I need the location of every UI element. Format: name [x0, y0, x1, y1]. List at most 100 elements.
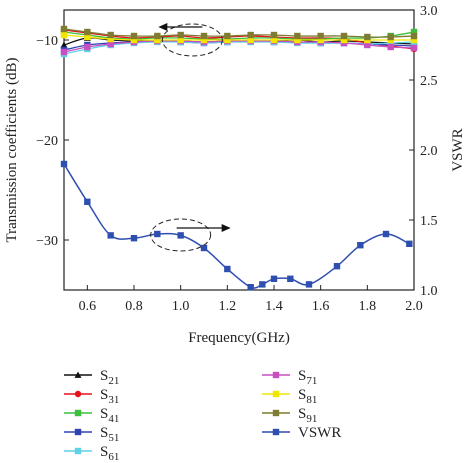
- data-point-s81: [340, 36, 348, 44]
- data-point-vswr: [357, 242, 364, 249]
- y-right-tick-label: 2.0: [420, 144, 438, 159]
- data-point-vswr: [305, 281, 313, 288]
- data-point-vswr: [287, 275, 294, 282]
- y-left-axis-title: Transmission coefficients (dB): [4, 58, 20, 243]
- data-point-vswr: [247, 284, 254, 291]
- series-line-s41: [63, 31, 415, 40]
- annotation-left-axis: [158, 23, 223, 57]
- x-tick-label: 1.4: [265, 299, 283, 314]
- y-right-tick-label: 1.5: [420, 214, 438, 229]
- y-left-tick-label: −10: [36, 34, 58, 49]
- data-point-s71: [387, 43, 394, 51]
- data-point-s81: [200, 36, 208, 44]
- legend-marker: [74, 428, 82, 436]
- legend-item-s61: S61: [64, 444, 119, 463]
- data-point-vswr: [406, 240, 413, 247]
- data-point-vswr: [382, 230, 390, 238]
- data-point-s91: [177, 31, 184, 39]
- arrow-head-left: [158, 23, 168, 31]
- legend-label: S61: [100, 444, 119, 463]
- data-point-vswr: [154, 230, 161, 238]
- x-tick-label: 0.8: [125, 299, 143, 314]
- data-point-vswr: [200, 244, 208, 252]
- data-point-vswr: [84, 198, 91, 205]
- series-line-s71: [63, 40, 415, 53]
- legend-item-s91: S91: [262, 406, 317, 425]
- data-point-s91: [130, 32, 138, 40]
- legend-label: S51: [100, 425, 119, 444]
- legend-marker: [74, 371, 82, 378]
- x-tick-label: 1.8: [359, 299, 377, 314]
- data-point-s81: [224, 36, 231, 44]
- y-right-tick-label: 3.0: [420, 4, 438, 19]
- legend-marker: [74, 390, 82, 398]
- legend-item-s41: S41: [64, 406, 119, 425]
- series-line-s81: [63, 34, 414, 41]
- data-point-s81: [317, 36, 324, 44]
- x-tick-label: 1.2: [219, 299, 237, 314]
- data-point-s91: [200, 32, 208, 40]
- legend-label: S91: [298, 406, 317, 425]
- data-point-vswr: [259, 281, 266, 288]
- y-right-tick-label: 2.5: [420, 74, 438, 89]
- x-tick-label: 1.0: [172, 299, 190, 314]
- legend-item-vswr: VSWR: [262, 425, 341, 441]
- annotation-right-axis: [150, 218, 231, 252]
- series-line-s91: [63, 28, 415, 38]
- legend-label: S71: [298, 368, 317, 387]
- data-point-s91: [387, 33, 394, 41]
- data-point-s91: [364, 33, 371, 41]
- legend-item-s71: S71: [262, 368, 317, 387]
- data-point-s91: [154, 32, 161, 40]
- data-point-s81: [60, 31, 68, 39]
- data-point-s71: [410, 44, 418, 52]
- data-point-s21: [60, 41, 68, 48]
- legend-marker: [272, 409, 280, 417]
- series-vswr: [60, 160, 413, 291]
- data-point-s71: [60, 48, 68, 56]
- legend-label: S21: [100, 368, 119, 387]
- y-left-tick-label: −20: [36, 134, 58, 149]
- annotation-ellipse: [150, 218, 212, 252]
- legend-marker: [272, 371, 280, 379]
- x-axis-title: Frequency(GHz): [188, 330, 290, 346]
- data-point-s81: [154, 36, 161, 44]
- data-point-s81: [177, 36, 184, 44]
- legend-marker: [272, 390, 280, 398]
- legend-marker: [74, 447, 82, 455]
- data-point-s91: [410, 32, 418, 40]
- data-point-s71: [364, 41, 371, 49]
- data-point-s91: [317, 32, 324, 40]
- data-point-s81: [294, 36, 301, 44]
- legend-label: VSWR: [298, 425, 341, 441]
- legend-item-s21: S21: [64, 368, 119, 387]
- y-right-axis-title: VSWR: [450, 128, 466, 171]
- data-point-s81: [130, 36, 138, 44]
- legend-item-s51: S51: [64, 425, 119, 444]
- data-point-s91: [294, 32, 301, 40]
- x-tick-label: 1.6: [312, 299, 330, 314]
- legend-item-s31: S31: [64, 387, 119, 406]
- data-point-s91: [340, 32, 348, 40]
- data-point-s81: [410, 36, 418, 44]
- data-point-s81: [270, 36, 278, 44]
- data-point-vswr: [177, 232, 184, 239]
- data-point-s81: [247, 36, 254, 44]
- data-point-s41: [410, 28, 418, 36]
- annotation-ellipse: [161, 23, 223, 57]
- y-left-tick-label: −30: [36, 234, 58, 249]
- series-s91: [60, 25, 418, 41]
- legend-label: S81: [298, 387, 317, 406]
- data-point-vswr: [107, 232, 114, 239]
- data-point-s91: [247, 31, 254, 39]
- series-line-vswr: [63, 163, 410, 289]
- data-point-vswr: [333, 263, 341, 270]
- legend-marker: [74, 409, 82, 417]
- data-point-vswr: [270, 275, 278, 282]
- data-point-s81: [107, 35, 114, 43]
- legend-marker: [272, 428, 280, 436]
- data-point-s91: [224, 32, 231, 40]
- data-point-s71: [107, 40, 114, 48]
- data-point-vswr: [224, 265, 231, 273]
- data-point-s71: [84, 43, 91, 51]
